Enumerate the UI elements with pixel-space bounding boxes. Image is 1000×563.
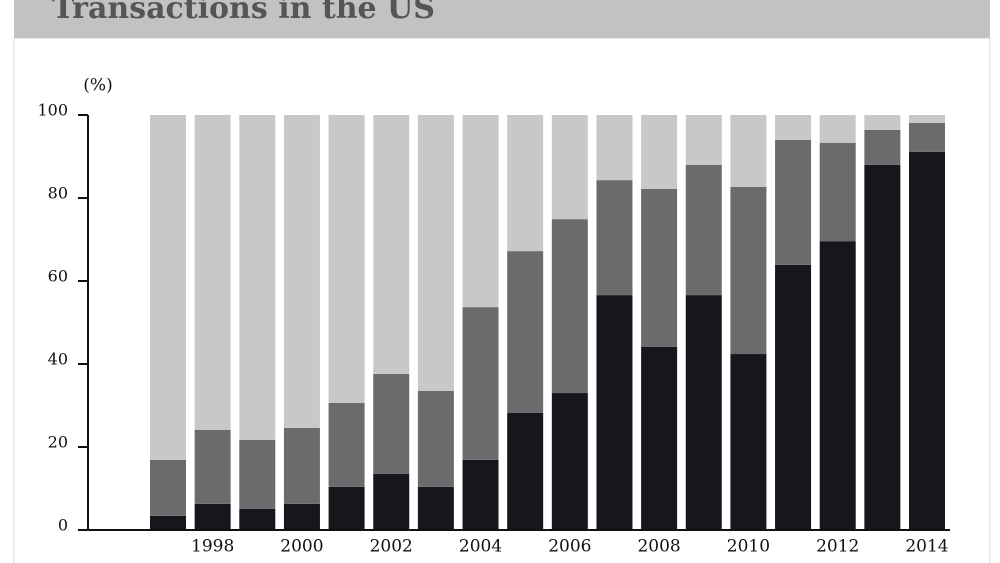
bar-segment	[507, 251, 544, 413]
bar-segment	[283, 503, 320, 530]
bar-segment	[194, 503, 231, 530]
bar-segment	[730, 115, 767, 187]
y-tick-label: 0	[58, 516, 68, 535]
x-tick-label: 2004	[459, 537, 502, 557]
bar-segment	[685, 295, 722, 530]
x-tick-label: 2000	[280, 537, 323, 557]
y-tick-label: 100	[37, 101, 68, 120]
bar-segment	[417, 115, 454, 391]
bar-segment	[819, 241, 856, 530]
bar-segment	[328, 486, 365, 530]
bar-segment	[507, 115, 544, 252]
bar-segment	[685, 115, 722, 165]
bar-segment	[864, 115, 901, 130]
bar-segment	[283, 427, 320, 504]
bar-segment	[239, 115, 276, 440]
bar-segment	[909, 115, 945, 123]
bar-segment	[819, 115, 856, 143]
y-tick-label: 60	[48, 267, 68, 286]
x-tick-label: 2010	[727, 537, 770, 557]
chart-title: Transactions in the US	[52, 0, 435, 26]
bar-segment	[641, 346, 678, 530]
bar-segment	[507, 412, 544, 530]
bar-segment	[150, 515, 186, 530]
bar-segment	[730, 186, 767, 355]
bar-segment	[864, 164, 901, 531]
y-tick-label: 40	[48, 350, 68, 369]
bar-segment	[328, 403, 365, 487]
x-tick-label: 2014	[905, 537, 948, 557]
bar-segment	[373, 373, 410, 474]
title-bar	[14, 0, 990, 38]
bar-segment	[194, 429, 231, 504]
bar-segment	[641, 115, 678, 189]
bar-segment	[909, 122, 945, 152]
bar-segment	[239, 508, 276, 530]
bar-segment	[730, 354, 767, 530]
bar-segment	[462, 115, 499, 308]
bar-segment	[462, 307, 499, 460]
y-axis-label: (%)	[83, 76, 112, 96]
bar-segment	[775, 264, 812, 530]
bar-segment	[551, 219, 588, 394]
bar-segment	[417, 486, 454, 530]
x-tick-label: 1998	[191, 537, 234, 557]
bar-segment	[373, 115, 410, 374]
x-tick-label: 2012	[816, 537, 859, 557]
bar-segment	[864, 129, 901, 165]
bar-segment	[596, 180, 633, 296]
bar-segment	[641, 188, 678, 347]
bar-segment	[283, 115, 320, 428]
bar-segment	[417, 390, 454, 487]
bar-segment	[551, 393, 588, 530]
bar-segment	[150, 459, 186, 516]
y-tick-label: 80	[48, 184, 68, 203]
bar-segment	[775, 115, 812, 140]
bar-segment	[596, 295, 633, 530]
bar-segment	[551, 115, 588, 220]
y-tick-label: 20	[48, 433, 68, 452]
bar-segment	[239, 439, 276, 509]
bar-segment	[150, 115, 186, 460]
x-tick-label: 2006	[548, 537, 591, 557]
bar-segment	[373, 473, 410, 530]
bar-segment	[819, 142, 856, 242]
bar-segment	[462, 459, 499, 530]
bar-segment	[909, 151, 945, 530]
x-tick-label: 2002	[370, 537, 413, 557]
bar-segment	[775, 139, 812, 265]
x-tick-label: 2008	[637, 537, 680, 557]
bar-segment	[685, 164, 722, 296]
bar-segment	[328, 115, 365, 404]
bar-segment	[596, 115, 633, 181]
bar-segment	[194, 115, 231, 430]
